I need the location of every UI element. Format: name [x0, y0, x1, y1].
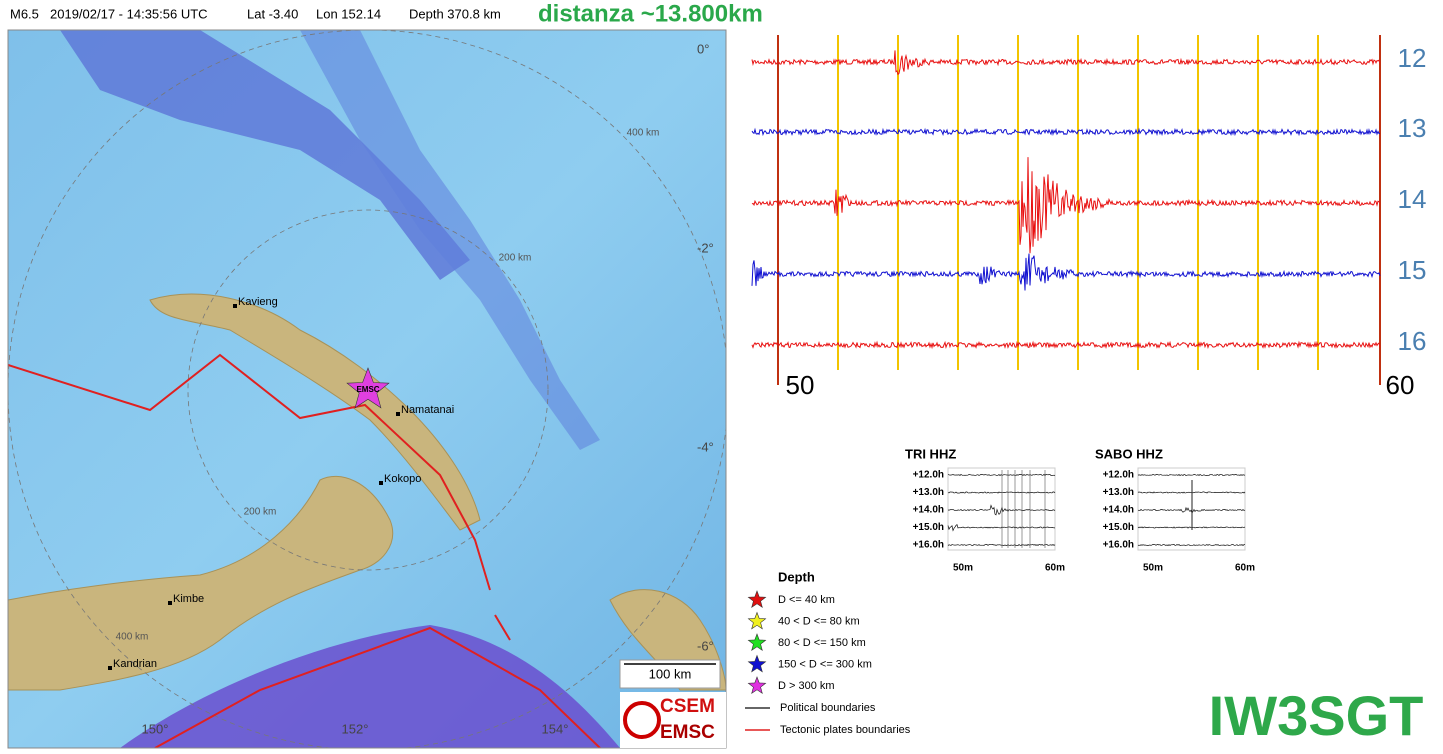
lon-label: 150°	[142, 721, 169, 736]
mini-minute: 60m	[1045, 563, 1065, 574]
mini-hour: +12.0h	[913, 470, 944, 481]
legend-star	[747, 633, 767, 651]
mini-trace	[947, 524, 1055, 532]
legend-star	[747, 676, 767, 694]
trench	[300, 30, 600, 450]
seismic-trace	[751, 340, 1381, 350]
place-label: Namatanai	[401, 404, 454, 416]
ring-label: 400 km	[627, 128, 660, 139]
mini-frame	[947, 467, 1056, 551]
legend-item: D <= 40 km	[778, 594, 835, 606]
place-label: Kimbe	[173, 593, 204, 605]
mini-title: TRI HHZ	[905, 446, 956, 461]
ring-label: 200 km	[499, 253, 532, 264]
legend-item: Political boundaries	[780, 702, 876, 714]
plate-boundary	[154, 626, 601, 748]
header-lon: Lon 152.14	[316, 6, 381, 21]
mini-trace	[947, 491, 1056, 494]
place-label: Kavieng	[238, 296, 278, 308]
place-dot	[168, 601, 172, 605]
signature: IW3SGT	[1209, 684, 1424, 747]
seismic-trace	[751, 127, 1380, 137]
place-dot	[108, 666, 112, 670]
ring-label: 200 km	[244, 507, 277, 518]
land	[8, 475, 394, 691]
header-depth: Depth 370.8 km	[409, 6, 501, 21]
hour-label: 12	[1398, 43, 1427, 73]
map-frame	[7, 29, 727, 749]
seismic-trace	[751, 253, 1381, 291]
logo-mark	[623, 701, 661, 739]
legend-title: Depth	[778, 569, 815, 584]
mini-hour: +16.0h	[1103, 540, 1134, 551]
mini-minute: 50m	[1143, 563, 1163, 574]
epicenter-label: EMSC	[356, 385, 379, 394]
lat-label: -4°	[697, 439, 714, 454]
place-dot	[379, 481, 383, 485]
lon-label: 154°	[542, 721, 569, 736]
scale-label: 100 km	[649, 666, 692, 681]
hour-label: 13	[1398, 113, 1427, 143]
minute-label: 60	[1386, 370, 1415, 400]
mini-hour: +12.0h	[1103, 470, 1134, 481]
seismic-trace	[751, 157, 1381, 254]
mini-hour: +15.0h	[913, 522, 944, 533]
mini-minute: 60m	[1235, 563, 1255, 574]
lat-label: -2°	[697, 240, 714, 255]
legend-item: 40 < D <= 80 km	[778, 615, 860, 627]
mini-trace	[1137, 473, 1245, 477]
mini-frame	[1137, 467, 1246, 551]
mini-hour: +13.0h	[1103, 487, 1134, 498]
hour-label: 15	[1398, 255, 1427, 285]
place-dot	[396, 412, 400, 416]
mini-trace	[947, 473, 1056, 477]
place-label: Kandrian	[113, 658, 157, 670]
land	[149, 293, 481, 531]
mini-trace	[1137, 543, 1246, 547]
epicenter	[346, 367, 390, 409]
mini-hour: +16.0h	[913, 540, 944, 551]
trench	[60, 30, 470, 280]
trench	[120, 625, 620, 748]
legend-star	[747, 611, 767, 630]
plate-boundary	[494, 614, 511, 641]
mini-trace	[947, 504, 1056, 516]
mini-hour: +14.0h	[913, 505, 944, 516]
header-magnitude: M6.5	[10, 6, 39, 21]
place-dot	[233, 304, 237, 308]
lat-label: -6°	[697, 638, 714, 653]
mini-minute: 50m	[953, 563, 973, 574]
mini-title: SABO HHZ	[1095, 446, 1163, 461]
logo-text: CSEM	[660, 696, 715, 717]
seismic-trace	[751, 50, 1381, 76]
mini-trace	[947, 543, 1056, 547]
plate-boundary	[8, 353, 491, 591]
legend-item: 80 < D <= 150 km	[778, 637, 866, 649]
hour-label: 16	[1398, 326, 1427, 356]
minute-label: 50	[786, 370, 815, 400]
range-ring	[187, 209, 549, 571]
mini-hour: +14.0h	[1103, 505, 1134, 516]
map	[8, 30, 726, 748]
lat-label: 0°	[697, 41, 709, 56]
legend-item: Tectonic plates boundaries	[780, 724, 911, 736]
mini-hour: +13.0h	[913, 487, 944, 498]
overlay: M6.5 2019/02/17 - 14:35:56 UTC Lat -3.40 Lo…	[10, 0, 1426, 748]
header-lat: Lat -3.40	[247, 6, 298, 21]
legend-item: 150 < D <= 300 km	[778, 658, 872, 670]
legend-star	[747, 654, 767, 673]
place-label: Kokopo	[384, 473, 421, 485]
distance: distanza ~13.800km	[538, 0, 763, 27]
mini-hour: +15.0h	[1103, 522, 1134, 533]
logo-text: EMSC	[660, 722, 715, 743]
header-datetime: 2019/02/17 - 14:35:56 UTC	[50, 6, 208, 21]
legend-item: D > 300 km	[778, 680, 835, 692]
logo-box	[620, 692, 726, 748]
ring-label: 400 km	[116, 632, 149, 643]
legend-star	[747, 590, 767, 608]
lon-label: 152°	[342, 721, 369, 736]
hour-label: 14	[1398, 184, 1427, 214]
